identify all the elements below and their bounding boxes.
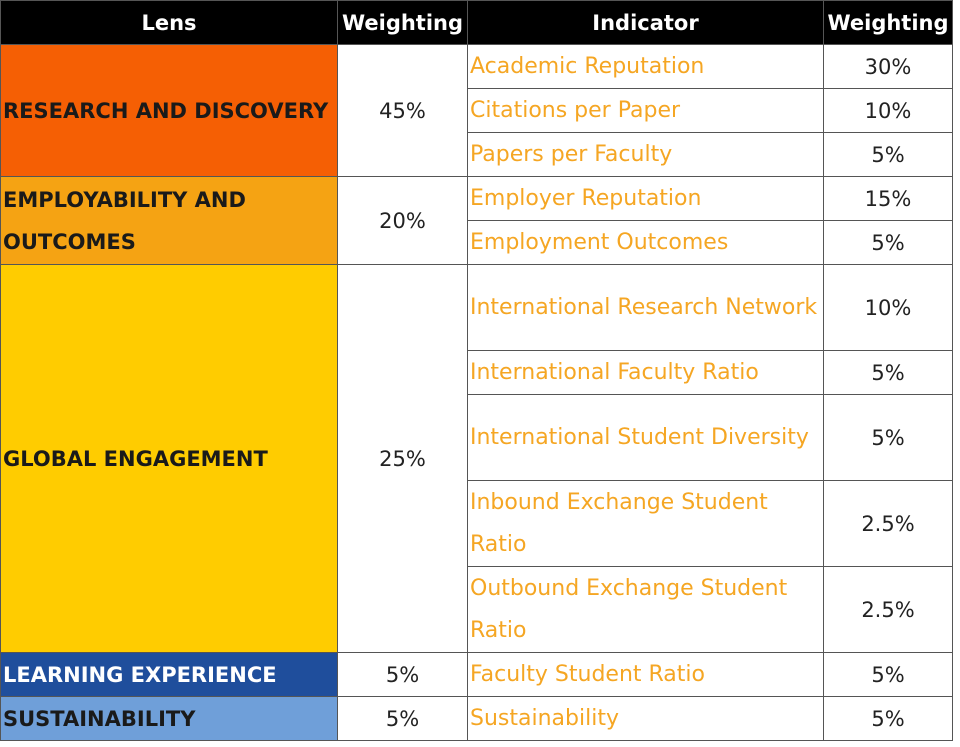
indicator-name: Papers per Faculty [467, 132, 824, 177]
indicator-weighting: 30% [823, 44, 953, 89]
indicator-weighting: 2.5% [823, 480, 953, 567]
lens-weighting: 45% [337, 44, 468, 177]
indicator-weighting: 5% [823, 696, 953, 741]
table-row: SUSTAINABILITY 5% Sustainability 5% [0, 696, 953, 741]
header-row: Lens Weighting Indicator Weighting [0, 0, 953, 45]
table-row: GLOBAL ENGAGEMENT 25% International Resear… [0, 264, 953, 653]
table-row: EMPLOYABILITY AND OUTCOMES 20% Employer Re… [0, 176, 953, 265]
indicator-name: Citations per Paper [467, 88, 824, 133]
indicator-name: International Research Network [467, 264, 824, 351]
header-cell: Weighting [337, 0, 468, 45]
lens-name: GLOBAL ENGAGEMENT [0, 264, 338, 653]
indicator-weighting: 5% [823, 652, 953, 697]
header-cell: Lens [0, 0, 338, 45]
indicator-name: International Student Diversity [467, 394, 824, 481]
table-row: Outbound Exchange Student Ratio 2.5% [1, 566, 953, 653]
indicator-name: Employment Outcomes [467, 220, 824, 265]
table-row: RESEARCH AND DISCOVERY 45% Academic Reputa… [0, 44, 953, 177]
indicator-name: Employer Reputation [467, 176, 824, 221]
indicator-weighting: 10% [823, 264, 953, 351]
indicator-weighting: 5% [823, 394, 953, 481]
lens-weighting: 20% [337, 176, 468, 265]
lens-weighting: 5% [337, 696, 468, 741]
lens-name: EMPLOYABILITY AND OUTCOMES [0, 176, 338, 265]
header-cell: Weighting [823, 0, 953, 45]
indicator-name: International Faculty Ratio [467, 350, 824, 395]
indicator-name: Inbound Exchange Student Ratio [467, 480, 824, 567]
table-row: Citations per Paper 10% [1, 88, 953, 133]
table-row: International Student Diversity 5% [1, 394, 953, 481]
table-body: RESEARCH AND DISCOVERY 45% Academic Reputa… [0, 44, 953, 741]
indicator-weighting: 5% [823, 350, 953, 395]
indicator-name: Sustainability [467, 696, 824, 741]
table-row: Inbound Exchange Student Ratio 2.5% [1, 480, 953, 567]
lens-name: SUSTAINABILITY [0, 696, 338, 741]
indicator-weighting: 2.5% [823, 566, 953, 653]
header-cell: Indicator [467, 0, 824, 45]
indicator-name: Academic Reputation [467, 44, 824, 89]
lens-name: LEARNING EXPERIENCE [0, 652, 338, 697]
indicator-weighting: 5% [823, 132, 953, 177]
lens-weighting: 25% [337, 264, 468, 653]
indicator-name: Faculty Student Ratio [467, 652, 824, 697]
lens-weighting: 5% [337, 652, 468, 697]
lens-name: RESEARCH AND DISCOVERY [0, 44, 338, 177]
indicator-weighting: 10% [823, 88, 953, 133]
indicator-weighting: 5% [823, 220, 953, 265]
indicator-weighting: 15% [823, 176, 953, 221]
indicator-name: Outbound Exchange Student Ratio [467, 566, 824, 653]
table-row: LEARNING EXPERIENCE 5% Faculty Student Rat… [0, 652, 953, 697]
